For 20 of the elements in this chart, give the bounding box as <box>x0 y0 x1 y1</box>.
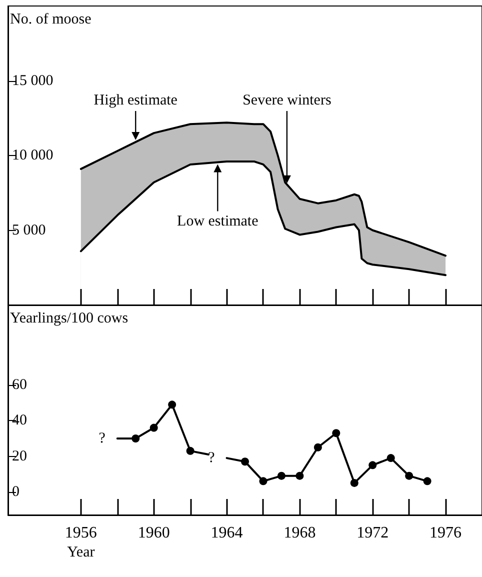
y-tick-label: 20 <box>12 448 27 464</box>
annotation: ? <box>98 430 106 446</box>
x-tick-label: 1968 <box>284 524 316 542</box>
annotation: High estimate <box>94 92 178 108</box>
y-tick-label: 15 000 <box>12 72 54 89</box>
y-tick-label: 60 <box>12 377 27 394</box>
y-tick-label: 40 <box>12 412 27 429</box>
y-tick-label: 10 000 <box>12 148 54 164</box>
x-tick-label: 1972 <box>356 524 389 542</box>
x-tick-label: 1956 <box>64 524 97 542</box>
y-axis-title: No. of moose <box>10 12 92 28</box>
x-axis-title: Year <box>67 544 95 560</box>
annotation: Low estimate <box>177 214 259 230</box>
x-tick-label: 1964 <box>210 524 243 542</box>
y-tick-label: 5 000 <box>12 222 46 238</box>
x-tick-label: 1976 <box>430 524 462 542</box>
x-tick-label: 1960 <box>138 524 170 542</box>
annotation: ? <box>208 450 216 466</box>
annotation: Severe winters <box>242 92 332 108</box>
y-axis-title: Yearlings/100 cows <box>10 310 128 326</box>
